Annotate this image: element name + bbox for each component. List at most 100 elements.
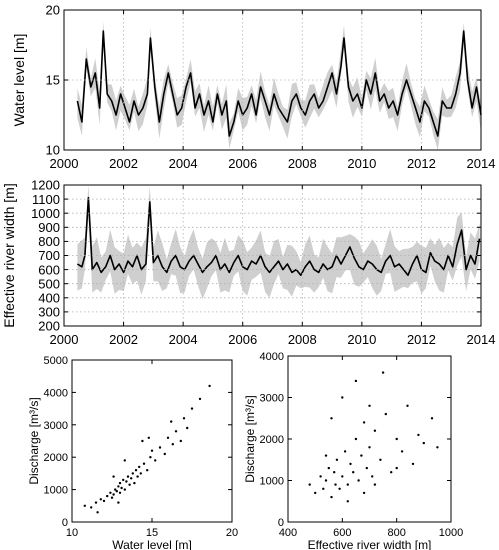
scatter-point [90,506,93,509]
x-tick-label: 2002 [109,332,138,347]
scatter-point [381,371,385,374]
scatter-point [120,486,123,490]
scatter-point [94,501,98,504]
y-axis-label: Discharge [m³/s] [243,395,257,482]
scatter-point [411,462,415,466]
scatter-point [109,491,112,494]
scatter-point [149,456,152,459]
y-tick-label: 2000 [44,452,68,464]
scatter-point [117,485,120,488]
scatter-point [102,499,106,503]
scatter-point [179,439,182,443]
x-tick-label: 2000 [50,332,79,347]
scatter-point [324,479,328,482]
scatter-point [373,483,377,486]
scatter-point [373,429,377,432]
scatter-point [384,412,387,416]
x-tick-label: 2004 [169,156,198,171]
scatter-point [134,469,138,472]
x-tick-label: 2006 [228,332,257,347]
x-tick-label: 2004 [169,332,198,347]
scatter-point [122,478,125,482]
scatter-point [357,479,360,482]
scatter-point [335,458,339,461]
scatter-point [118,491,122,494]
scatter-point [368,404,371,407]
scatter-point [170,420,173,423]
scatter-point [114,488,117,491]
x-tick-label: 600 [333,527,351,539]
scatter-point [352,471,355,474]
scatter-point [126,475,130,478]
y-tick-label: 500 [38,276,60,291]
y-axis-label: Water level [m] [11,34,27,127]
scatter-point [112,475,115,478]
scatter-point [147,436,150,439]
scatter-point [338,487,341,490]
y-tick-label: 200 [38,319,60,334]
uncertainty-band [77,21,482,150]
scatter-point [99,498,103,501]
scatter-point [362,421,366,424]
scatter-point [390,471,393,474]
y-tick-label: 800 [38,234,60,249]
scatter-point [417,433,420,437]
scatter-point [154,459,157,462]
scatter-point [133,481,136,485]
scatter-point [186,426,189,430]
scatter-point [395,466,398,470]
y-tick-label: 400 [38,290,60,305]
scatter-point [346,483,349,486]
x-tick-label: 1000 [439,527,463,539]
x-tick-label: 2008 [288,156,317,171]
x-tick-label: 2012 [407,156,436,171]
scatter-point [379,458,382,461]
scatter-point [139,472,142,475]
scatter-point [360,454,363,457]
scatter-point [354,437,358,441]
x-tick-label: 2000 [50,156,79,171]
scatter-point [110,496,114,499]
scatter-point [330,495,333,499]
y-tick-label: 15 [46,73,60,88]
scatter-point [163,452,166,456]
scatter-point [346,500,349,503]
scatter-point [123,459,127,462]
y-tick-label: 3000 [44,420,68,432]
x-tick-label: 20 [226,527,238,539]
scatter-point [112,493,115,496]
x-tick-label: 10 [66,527,78,539]
x-tick-label: 2014 [467,332,496,347]
x-tick-label: 2010 [347,332,376,347]
scatter-point [83,504,87,507]
scatter-point [115,490,119,493]
scatter-point [96,511,99,514]
scatter-point [368,446,371,449]
x-tick-label: 2012 [407,332,436,347]
scatter-point [128,483,131,486]
uncertainty-band [77,185,480,300]
scatter-point [322,487,325,490]
y-tick-label: 900 [38,220,60,235]
scatter-point [138,465,141,469]
y-tick-label: 0 [62,517,68,529]
x-tick-label: 2008 [288,332,317,347]
x-tick-label: 400 [279,527,297,539]
scatter-point [166,436,170,439]
scatter-point [208,384,211,388]
scatter-point [150,449,154,452]
y-tick-label: 20 [46,3,60,18]
scatter-point [362,491,366,495]
water-level-panel: 2000 2002 2004 2006 2008 2010 2012 2014 10 15 20 Wa… [11,3,495,171]
scatter-point [118,481,122,485]
y-tick-label: 5000 [44,355,68,367]
y-tick-label: 3000 [260,392,284,404]
scatter-point [182,417,186,420]
scatter-point [308,483,311,486]
effective-width-panel: 2000 2002 2004 2006 2008 2010 2012 2014 20030040… [1,178,495,347]
x-tick-label: 2006 [228,156,257,171]
x-tick-label: 2010 [347,156,376,171]
scatter-point [365,466,368,470]
x-tick-label: 2002 [109,156,138,171]
